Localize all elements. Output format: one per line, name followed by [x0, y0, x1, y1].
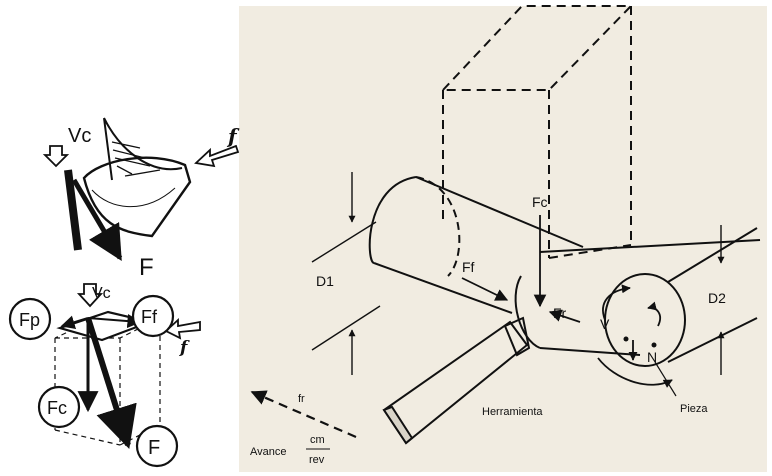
label-vc-bottom: Vc	[92, 285, 111, 302]
label-n: N	[647, 349, 657, 365]
passive-force-circle	[8, 297, 52, 341]
cutting-force-circle	[37, 385, 81, 429]
chip-outline	[103, 117, 183, 181]
scan-background	[239, 6, 767, 472]
rotation-point	[651, 342, 657, 348]
feed-force-arrow-bottom	[87, 314, 142, 329]
rotation-arrows	[597, 284, 673, 388]
label-f-bottom: f	[179, 338, 190, 358]
label-fc: Fc	[532, 194, 548, 210]
label-fr: Fr	[553, 305, 567, 321]
label-vc-top: Vc	[68, 125, 91, 147]
label-workpiece: Pieza	[680, 403, 708, 415]
cutting-speed-arrow-bottom	[76, 283, 104, 308]
resultant-circle	[135, 424, 179, 468]
label-feed-units-num: cm	[310, 434, 325, 446]
radial-force-arrow	[548, 309, 581, 323]
label-feed: Avance	[250, 446, 287, 458]
label-ff-bottom: Ff	[141, 307, 158, 327]
workpiece-edge	[64, 169, 82, 251]
feed-arrow-bottom	[164, 317, 201, 340]
label-tool: Herramienta	[482, 406, 543, 418]
resultant-force-arrow-bottom	[85, 317, 137, 450]
turning-forces-diagram: D1 D2 Fc Ff Fr Herramienta	[239, 5, 767, 472]
tool-edge	[91, 187, 176, 208]
speed-point	[623, 336, 629, 342]
workpiece-leader	[654, 361, 677, 397]
label-fc-bottom: Fc	[47, 398, 67, 418]
label-f-top: f	[226, 124, 240, 148]
feed-arrow	[194, 144, 240, 168]
label-f-resultant-bottom: F	[148, 437, 160, 459]
force-arrows	[461, 215, 581, 323]
feed-force-circle	[131, 294, 175, 338]
cutting-speed-arrow	[42, 145, 70, 168]
label-d2: D2	[708, 290, 726, 306]
force-decomposition-diagram: Vc f Fp Ff Fc F	[8, 283, 201, 468]
label-f-resultant-top: F	[139, 254, 154, 281]
dimension-d1	[311, 172, 381, 375]
label-d1: D1	[316, 273, 334, 289]
label-feed-units-den: rev	[309, 454, 325, 466]
label-fr-feed: fr	[298, 393, 305, 405]
tool-chip-diagram: Vc f F	[42, 117, 240, 281]
cutting-force-cube	[440, 5, 634, 259]
label-fp: Fp	[19, 310, 40, 330]
label-v: V	[600, 316, 610, 332]
feed-direction-arrow	[250, 390, 357, 439]
resultant-force-arrow	[71, 178, 123, 262]
cutting-tool	[382, 316, 531, 445]
chip-hatching	[111, 141, 161, 177]
label-ff: Ff	[462, 259, 475, 275]
workpiece-initial-cylinder	[368, 176, 584, 314]
passive-force-arrow-bottom	[60, 315, 89, 329]
feed-force-arrow	[461, 277, 509, 301]
